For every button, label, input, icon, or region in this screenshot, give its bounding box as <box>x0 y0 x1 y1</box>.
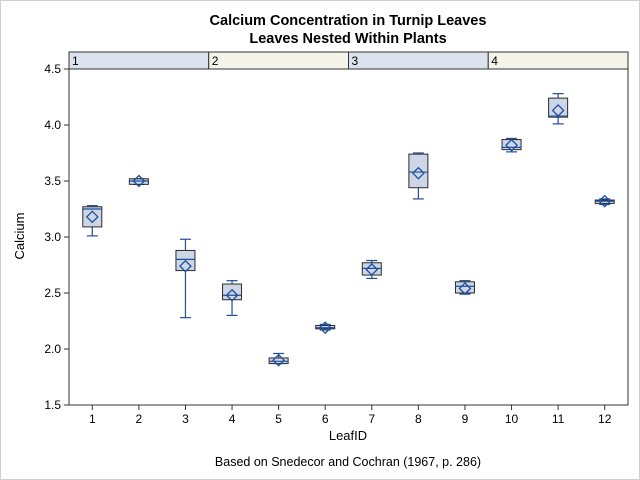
group-strip-header: 1 2 3 4 <box>68 51 629 70</box>
mean-marker <box>458 282 472 295</box>
footnote: Based on Snedecor and Cochran (1967, p. … <box>215 455 481 469</box>
box-iqr <box>222 283 243 301</box>
group-strip-label: 2 <box>212 54 219 68</box>
y-axis: 1.5 2.0 2.5 3.0 3.5 4.0 4.5 <box>44 62 69 412</box>
mean-marker <box>85 210 99 224</box>
box-iqr <box>82 206 103 228</box>
y-tick-label: 2.5 <box>44 286 61 300</box>
y-tick-label: 4.0 <box>44 118 61 132</box>
group-strip-label: 1 <box>72 54 79 68</box>
mean-marker <box>272 353 286 367</box>
box-leaf-3 <box>175 238 196 319</box>
x-axis: 1 2 3 4 5 6 7 8 9 10 11 12 <box>89 405 612 426</box>
mean-marker <box>318 321 332 335</box>
group-strip-3 <box>348 51 489 70</box>
y-tick-label: 2.0 <box>44 342 61 356</box>
mean-marker <box>365 263 379 276</box>
mean-marker <box>551 104 565 117</box>
box-iqr <box>454 281 475 294</box>
mean-marker <box>505 138 518 152</box>
box-leaf-9 <box>454 280 475 295</box>
group-strip-1 <box>68 51 210 70</box>
group-strip-4 <box>487 51 629 70</box>
group-strip-label: 3 <box>352 54 359 68</box>
box-iqr <box>548 97 569 118</box>
box-leaf-5 <box>268 352 289 367</box>
mean-marker <box>132 174 146 188</box>
x-tick-label: 10 <box>505 412 519 426</box>
group-strip-label: 4 <box>491 54 498 68</box>
x-axis-label: LeafID <box>329 428 367 443</box>
box-series <box>82 93 615 367</box>
x-tick-label: 2 <box>136 412 143 426</box>
box-iqr <box>408 153 429 189</box>
box-leaf-7 <box>361 259 382 280</box>
x-tick-label: 5 <box>275 412 282 426</box>
x-tick-label: 1 <box>89 412 96 426</box>
y-tick-label: 3.5 <box>44 174 61 188</box>
plot-area <box>68 68 629 406</box>
mean-marker <box>411 166 425 180</box>
mean-marker <box>179 259 192 273</box>
box-leaf-6 <box>315 321 336 335</box>
mean-marker <box>598 194 612 208</box>
box-leaf-8 <box>408 152 429 200</box>
box-leaf-10 <box>501 137 522 153</box>
box-leaf-12 <box>594 194 615 208</box>
box-iqr <box>501 139 522 151</box>
chart-subtitle: Leaves Nested Within Plants <box>249 31 446 47</box>
group-strip-2 <box>208 51 349 70</box>
y-tick-label: 3.0 <box>44 230 61 244</box>
x-tick-label: 9 <box>462 412 469 426</box>
x-tick-label: 6 <box>322 412 329 426</box>
x-tick-label: 11 <box>552 412 565 426</box>
box-leaf-2 <box>128 174 149 188</box>
x-tick-label: 7 <box>368 412 375 426</box>
x-tick-label: 8 <box>415 412 422 426</box>
chart-title: Calcium Concentration in Turnip Leaves <box>210 13 487 29</box>
y-tick-label: 1.5 <box>44 398 61 412</box>
x-tick-label: 4 <box>229 412 236 426</box>
y-tick-label: 4.5 <box>44 62 61 76</box>
x-tick-label: 3 <box>182 412 189 426</box>
mean-marker <box>225 288 239 302</box>
box-leaf-4 <box>222 280 243 316</box>
box-leaf-1 <box>82 205 103 237</box>
y-axis-label: Calcium <box>12 213 27 260</box>
box-leaf-11 <box>548 93 569 125</box>
x-tick-label: 12 <box>598 412 612 426</box>
